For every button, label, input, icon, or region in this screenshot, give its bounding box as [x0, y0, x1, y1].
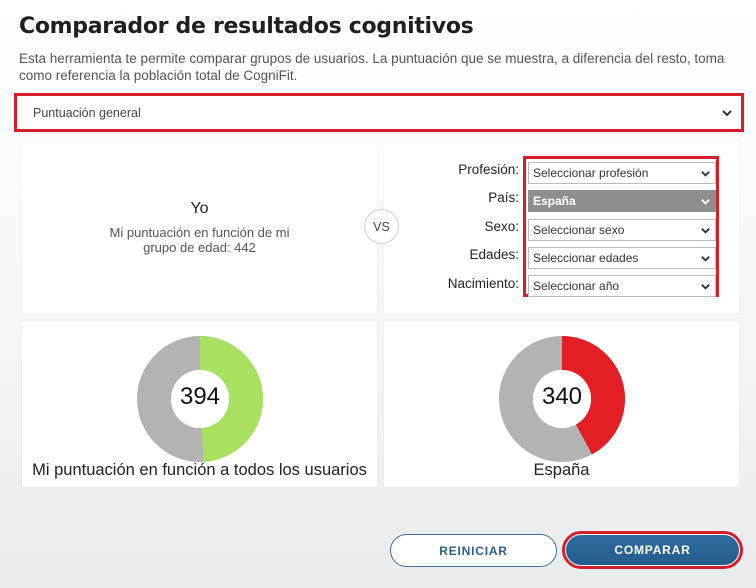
- compare-button-label: COMPARAR: [566, 535, 739, 565]
- edades-select[interactable]: Seleccionar edades: [528, 247, 716, 269]
- compare-button[interactable]: COMPARAR: [562, 531, 743, 569]
- donut-score-arc: [499, 336, 625, 462]
- score-type-select[interactable]: Puntuación general: [14, 93, 744, 132]
- filter-label-edades: Edades:: [469, 247, 519, 262]
- my-score-panel: Yo Mi puntuación en función de mi grupo …: [22, 142, 377, 313]
- filter-label-sexo: Sexo:: [484, 219, 519, 234]
- vs-badge: VS: [364, 209, 399, 244]
- page-title: Comparador de resultados cognitivos: [19, 14, 474, 39]
- chart-label-all-users: Mi puntuación en función a todos los usu…: [32, 461, 367, 479]
- profesion-select[interactable]: Seleccionar profesión: [528, 162, 716, 184]
- sexo-select-value: Seleccionar sexo: [533, 223, 625, 237]
- pais-select-value: España: [533, 194, 576, 208]
- sexo-select[interactable]: Seleccionar sexo: [528, 219, 716, 241]
- chevron-down-icon: [701, 284, 710, 290]
- chart-label-espana: España: [533, 461, 590, 479]
- filter-label-pais: País:: [488, 190, 519, 205]
- yo-title: Yo: [190, 200, 209, 217]
- filter-label-profesion: Profesión:: [458, 162, 519, 177]
- chevron-down-icon: [722, 110, 732, 117]
- donut-chart-all-users: [137, 336, 263, 462]
- pais-select[interactable]: España: [528, 190, 716, 212]
- donut-center: [171, 370, 229, 428]
- donut-chart-espana: [499, 336, 625, 462]
- donut-center: [533, 370, 591, 428]
- chevron-down-icon: [701, 256, 710, 262]
- profesion-select-value: Seleccionar profesión: [533, 166, 649, 180]
- chevron-down-icon: [701, 228, 710, 234]
- edades-select-value: Seleccionar edades: [533, 251, 639, 265]
- score-type-value: Puntuación general: [33, 105, 141, 120]
- nacimiento-select[interactable]: Seleccionar año: [528, 275, 716, 297]
- nacimiento-select-value: Seleccionar año: [533, 279, 620, 293]
- chevron-down-icon: [701, 171, 710, 177]
- yo-subtitle: Mi puntuación en función de mi grupo de …: [109, 225, 290, 255]
- chevron-down-icon: [701, 199, 710, 205]
- score-all-users: 394: [179, 383, 221, 410]
- reset-button[interactable]: REINICIAR: [390, 534, 557, 567]
- donut-score-arc: [137, 336, 263, 462]
- page-description: Esta herramienta te permite comparar gru…: [19, 51, 725, 83]
- filter-selects-group: Seleccionar profesión España Seleccionar…: [523, 156, 719, 297]
- score-espana: 340: [541, 383, 583, 410]
- filter-label-nacimiento: Nacimiento:: [447, 276, 519, 291]
